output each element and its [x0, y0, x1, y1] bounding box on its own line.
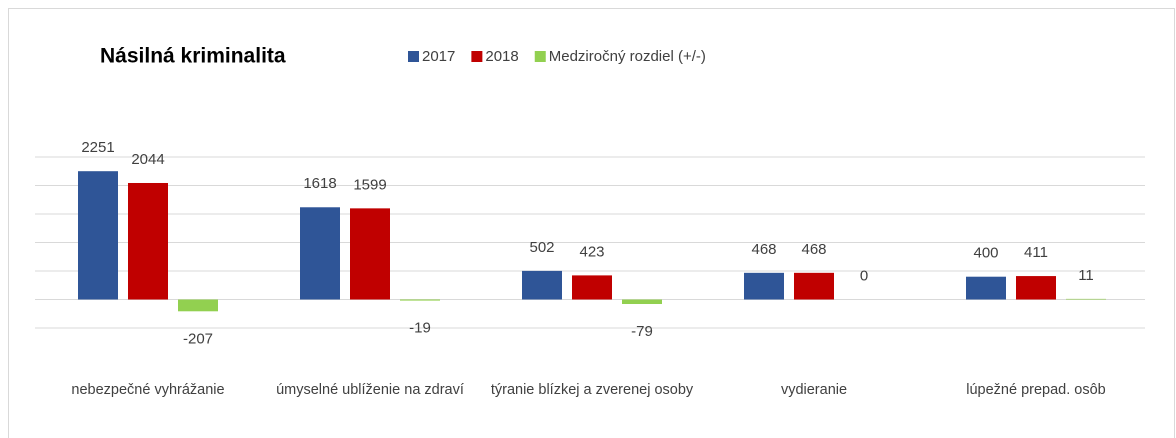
value-label: 468: [751, 241, 776, 258]
value-label: 2044: [131, 151, 164, 168]
bar: [572, 275, 612, 300]
value-label: 400: [973, 245, 998, 262]
bar: [78, 171, 118, 300]
legend-swatch: [408, 51, 419, 62]
bar: [350, 208, 390, 300]
bar: [300, 207, 340, 300]
bar: [1016, 276, 1056, 300]
bar: [622, 299, 662, 305]
value-label: -207: [183, 330, 213, 347]
legend-swatch: [471, 51, 483, 62]
value-label: -19: [409, 320, 431, 337]
bar: [1066, 298, 1106, 300]
chart-border: [8, 8, 1175, 438]
bar: [522, 270, 562, 300]
value-label: 423: [579, 243, 604, 260]
value-label: 1618: [303, 175, 336, 192]
value-label: 502: [529, 239, 554, 256]
x-tick-label: vydieranie: [780, 382, 848, 398]
bar: [128, 182, 168, 300]
value-label: 468: [801, 241, 826, 258]
legend-swatch: [534, 51, 546, 62]
bar: [400, 299, 440, 301]
x-tick-label: lúpežné prepad. osôb: [966, 382, 1106, 398]
bar: [178, 299, 218, 312]
legend-label: 2017: [422, 48, 455, 65]
x-tick-label: nebezpečné vyhrážanie: [71, 382, 225, 398]
legend-label: 2018: [485, 48, 518, 65]
bar: [794, 272, 834, 300]
bar: [744, 272, 784, 300]
value-label: 1599: [353, 176, 386, 193]
bar: [966, 276, 1006, 300]
x-tick-label: úmyselné ublíženie na zdraví: [276, 382, 464, 398]
value-label: 411: [1024, 244, 1048, 261]
chart-title: Násilná kriminalita: [100, 45, 286, 68]
x-tick-label: týranie blízkej a zverenej osoby: [490, 382, 694, 398]
value-label: -79: [631, 323, 653, 340]
value-label: 0: [860, 267, 868, 284]
value-label: 2251: [81, 139, 114, 156]
value-label: 11: [1078, 267, 1094, 284]
legend-label: Medziročný rozdiel (+/-): [549, 48, 706, 65]
